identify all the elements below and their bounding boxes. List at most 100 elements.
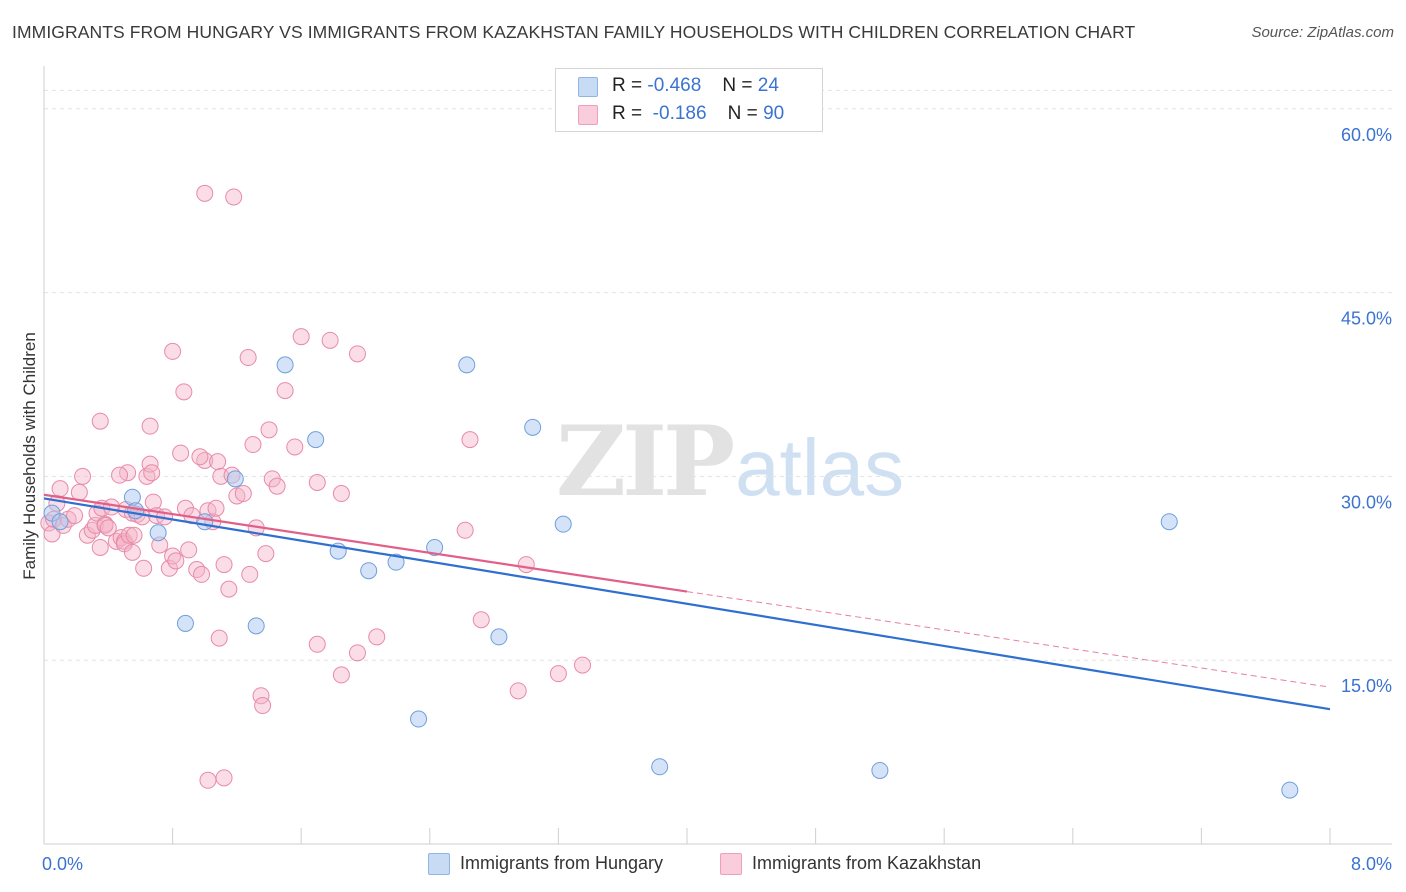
kazakhstan-legend-label: Immigrants from Kazakhstan	[752, 853, 982, 873]
kazakhstan-point	[257, 545, 275, 563]
kazakhstan-point	[196, 184, 214, 202]
kazakhstan-r-value: -0.186	[652, 103, 707, 124]
kazakhstan-point	[215, 769, 233, 787]
kazakhstan-swatch	[578, 105, 598, 125]
kazakhstan-point	[348, 644, 366, 662]
hungary-legend-swatch	[428, 853, 450, 875]
kazakhstan-point	[234, 485, 252, 503]
kazakhstan-point	[91, 412, 109, 430]
kazakhstan-legend-swatch	[720, 853, 742, 875]
kazakhstan-point	[308, 635, 326, 653]
hungary-point	[554, 515, 572, 533]
hungary-point	[51, 513, 69, 531]
kazakhstan-point	[215, 556, 233, 574]
kazakhstan-point	[180, 541, 198, 559]
kazakhstan-point	[141, 417, 159, 435]
source-label: Source: ZipAtlas.com	[1251, 24, 1394, 41]
kazakhstan-point	[43, 525, 61, 543]
hungary-point	[524, 418, 542, 436]
hungary-point	[458, 356, 476, 374]
kazakhstan-point	[135, 559, 153, 577]
kazakhstan-point	[260, 421, 278, 439]
kazakhstan-point	[207, 499, 225, 517]
hungary-point	[387, 553, 405, 571]
kazakhstan-point	[225, 188, 243, 206]
kazakhstan-point	[91, 538, 109, 556]
kazakhstan-n-value: 90	[763, 103, 785, 124]
kazakhstan-point	[66, 507, 84, 525]
kazakhstan-point	[292, 328, 310, 346]
kazakhstan-point	[111, 466, 129, 484]
kazakhstan-point	[241, 565, 259, 583]
x-tick-label: 0.0%	[42, 854, 83, 874]
kazakhstan-point	[193, 565, 211, 583]
kazakhstan-point	[141, 455, 159, 473]
kazakhstan-point	[456, 521, 474, 539]
hungary-point	[176, 614, 194, 632]
kazakhstan-point	[74, 467, 92, 485]
hungary-point	[226, 470, 244, 488]
kazakhstan-point	[143, 464, 161, 482]
kazakhstan-point	[209, 453, 227, 471]
kazakhstan-point	[461, 431, 479, 449]
y-tick-label: 45.0%	[1341, 309, 1392, 329]
kazakhstan-point	[549, 665, 567, 683]
kazakhstan-point	[167, 552, 185, 570]
hungary-r-value: -0.468	[647, 75, 702, 96]
y-tick-label: 60.0%	[1341, 125, 1392, 145]
x-tick-label: 8.0%	[1351, 854, 1392, 874]
hungary-point	[410, 710, 428, 728]
kazakhstan-point	[175, 383, 193, 401]
kazakhstan-point	[164, 547, 182, 565]
axes	[43, 66, 1392, 845]
hungary-point	[871, 761, 889, 779]
kazakhstan-point	[123, 543, 141, 561]
kazakhstan-point	[51, 480, 69, 498]
chart-title: IMMIGRANTS FROM HUNGARY VS IMMIGRANTS FR…	[12, 22, 1136, 42]
kazakhstan-point	[332, 485, 350, 503]
hungary-point	[276, 356, 294, 374]
kazakhstan-trend-extension	[686, 591, 1331, 688]
kazakhstan-point	[199, 771, 217, 789]
kazakhstan-point	[210, 629, 228, 647]
hungary-legend-label: Immigrants from Hungary	[460, 853, 664, 873]
kazakhstan-point	[286, 438, 304, 456]
kazakhstan-point	[276, 382, 294, 400]
kazakhstan-point	[332, 666, 350, 684]
kazakhstan-point	[99, 519, 117, 537]
hungary-point	[307, 431, 325, 449]
hungary-points	[43, 356, 1299, 799]
kazakhstan-point	[321, 331, 339, 349]
kazakhstan-point	[239, 349, 257, 367]
kazakhstan-point	[220, 580, 238, 598]
kazakhstan-point	[125, 526, 143, 544]
kazakhstan-point	[348, 345, 366, 363]
kazakhstan-point	[88, 504, 106, 522]
kazakhstan-point	[172, 444, 190, 462]
tick-labels: 15.0% 30.0% 45.0% 60.0% 0.0% 8.0%	[42, 125, 1392, 874]
hungary-point	[426, 538, 444, 556]
hungary-point	[1160, 513, 1178, 531]
kazakhstan-point	[509, 682, 527, 700]
kazakhstan-point	[70, 483, 88, 501]
hungary-point	[651, 758, 669, 776]
hungary-point	[196, 513, 214, 531]
y-tick-label: 30.0%	[1341, 492, 1392, 512]
hungary-point	[247, 617, 265, 635]
y-tick-label: 15.0%	[1341, 676, 1392, 696]
kazakhstan-point	[368, 628, 386, 646]
kazakhstan-point	[517, 556, 535, 574]
hungary-point	[360, 562, 378, 580]
hungary-point	[127, 502, 145, 520]
kazakhstan-point	[254, 697, 272, 715]
kazakhstan-points	[40, 184, 592, 789]
kazakhstan-point	[120, 526, 138, 544]
kazakhstan-point	[188, 561, 206, 579]
kazakhstan-point	[96, 516, 114, 534]
kazakhstan-point	[191, 448, 209, 466]
hungary-point	[490, 628, 508, 646]
series-legend: Immigrants from Hungary Immigrants from …	[0, 852, 1406, 878]
kazakhstan-point	[472, 611, 490, 629]
hungary-point	[1281, 781, 1299, 799]
